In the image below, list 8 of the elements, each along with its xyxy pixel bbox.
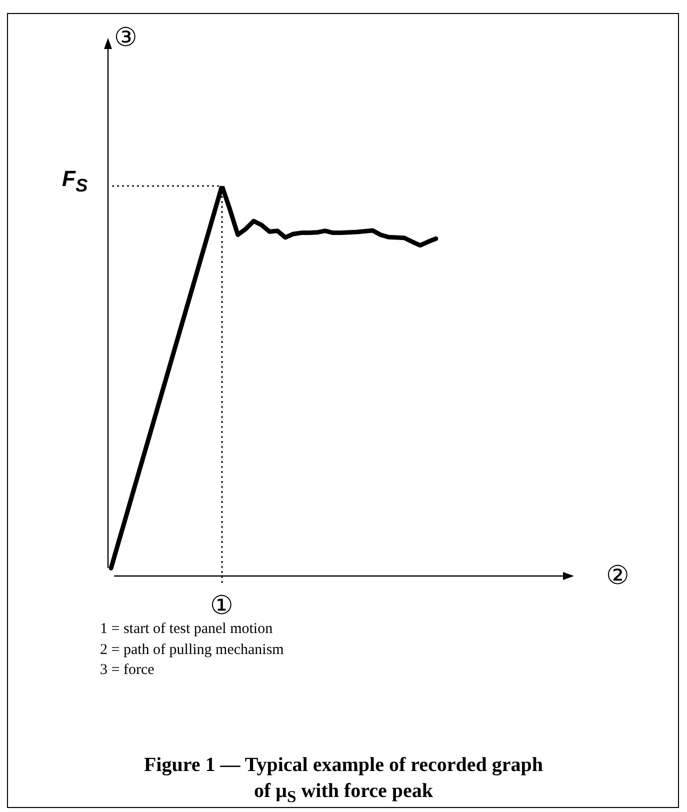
text: ② — [606, 561, 630, 591]
ref-line-label: F$_{S}$ — [62, 166, 88, 196]
text: 2 = path of pulling mechanism — [100, 640, 284, 658]
text: Figure 1 — Typical example of recorded graph of μ$_{S}$ with force peak — [144, 753, 544, 808]
text: ① — [210, 591, 234, 621]
text: ③ — [114, 23, 138, 53]
text: 1 = start of test panel motion — [100, 620, 273, 638]
text: 3 = force — [100, 661, 154, 679]
